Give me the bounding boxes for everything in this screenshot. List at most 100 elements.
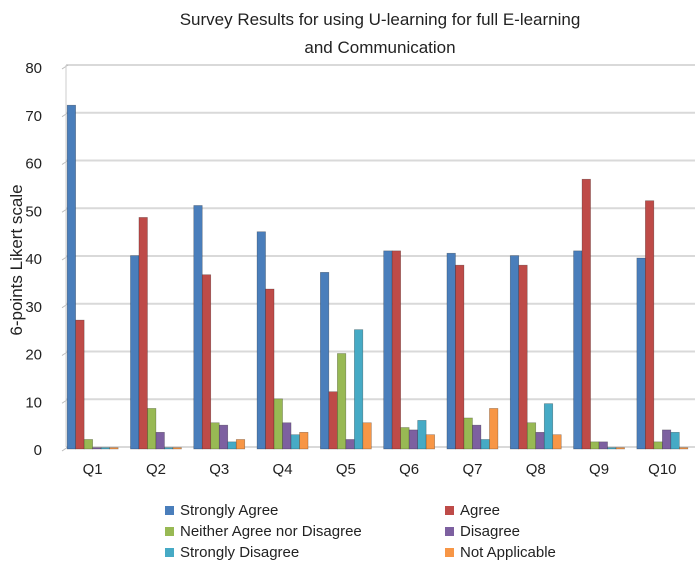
chart-title-line-1: Survey Results for using U-learning for … (180, 10, 581, 29)
bar-agree-q7 (455, 264, 465, 450)
bar-strongly-agree-q7 (446, 252, 456, 450)
bar-not-applicable-q7 (489, 408, 499, 450)
bar-not-applicable-q3 (235, 439, 246, 450)
y-tick-label: 30 (25, 299, 42, 316)
x-tick-label: Q10 (648, 461, 676, 478)
bar-agree-q9 (581, 178, 591, 450)
bar-strongly-agree-q1 (66, 104, 76, 450)
legend-label: Agree (460, 502, 500, 519)
bar-agree-q4 (265, 288, 275, 450)
legend-label: Not Applicable (460, 544, 556, 561)
bar-neither-agree-nor-disagree-q6 (400, 427, 410, 450)
bar-agree-q3 (201, 274, 212, 450)
y-tick-mark (61, 303, 69, 309)
y-tick-label: 40 (25, 251, 42, 268)
bar-not-applicable-q6 (425, 434, 435, 450)
legend-swatch (165, 548, 174, 557)
x-tick-label: Q5 (336, 461, 356, 478)
bar-strongly-agree-q2 (130, 255, 140, 450)
bar-strongly-agree-q4 (256, 231, 266, 450)
legend-swatch (445, 506, 454, 515)
y-tick-label: 70 (25, 108, 42, 125)
legend-label: Strongly Disagree (180, 544, 299, 561)
bar-disagree-q9 (598, 441, 608, 450)
bar-strongly-agree-q5 (320, 272, 330, 450)
y-tick-mark (61, 255, 69, 261)
y-tick-mark (61, 351, 69, 356)
bar-neither-agree-nor-disagree-q5 (337, 353, 347, 450)
x-tick-label: Q8 (526, 461, 546, 478)
bar-agree-q1 (75, 319, 85, 450)
y-tick-label: 60 (25, 156, 42, 173)
bar-disagree-q7 (472, 424, 482, 450)
bar-agree-q6 (391, 250, 401, 450)
bar-strongly-agree-q10 (636, 257, 646, 450)
bar-strongly-agree-q8 (509, 255, 520, 450)
legend-swatch (445, 548, 454, 557)
bar-not-applicable-q10 (679, 447, 689, 450)
bar-disagree-q5 (345, 439, 355, 450)
bar-disagree-q10 (662, 429, 672, 450)
y-axis-label: 6-points Likert scale (7, 184, 26, 335)
bar-strongly-disagree-q7 (480, 439, 490, 450)
bar-strongly-disagree-q3 (227, 441, 237, 450)
y-tick-mark (61, 398, 69, 404)
bar-disagree-q1 (92, 447, 102, 450)
bar-strongly-disagree-q6 (417, 420, 427, 450)
bar-disagree-q3 (218, 424, 229, 450)
bar-neither-agree-nor-disagree-q7 (463, 417, 473, 450)
bar-neither-agree-nor-disagree-q2 (147, 408, 157, 450)
y-tick-label: 80 (25, 60, 42, 77)
x-tick-label: Q3 (209, 461, 229, 478)
legend-label: Strongly Agree (180, 502, 278, 519)
y-tick-mark (61, 160, 69, 165)
y-tick-label: 20 (25, 347, 42, 364)
x-tick-label: Q9 (589, 461, 609, 478)
bar-strongly-agree-q9 (573, 250, 583, 450)
legend-label: Disagree (460, 523, 520, 540)
x-tick-label: Q2 (146, 461, 166, 478)
bar-strongly-agree-q3 (193, 205, 203, 450)
bar-not-applicable-q9 (615, 447, 625, 450)
bar-neither-agree-nor-disagree-q1 (83, 439, 93, 450)
bar-not-applicable-q4 (299, 431, 309, 450)
x-tick-label: Q4 (273, 461, 293, 478)
bar-agree-q10 (645, 200, 655, 450)
legend-label: Neither Agree nor Disagree (180, 523, 362, 540)
bar-disagree-q6 (408, 429, 418, 450)
legend-swatch (445, 527, 454, 536)
legend-swatch (165, 527, 174, 536)
bar-not-applicable-q1 (109, 447, 119, 450)
y-tick-label: 50 (25, 203, 42, 220)
bar-strongly-agree-q6 (383, 250, 393, 450)
bar-strongly-disagree-q9 (607, 447, 617, 450)
bar-neither-agree-nor-disagree-q9 (590, 441, 600, 450)
bar-strongly-disagree-q5 (354, 329, 364, 450)
y-tick-label: 0 (34, 442, 42, 459)
bar-disagree-q8 (535, 431, 545, 450)
bar-agree-q2 (138, 217, 148, 450)
bar-agree-q5 (328, 391, 338, 450)
bar-agree-q8 (518, 264, 528, 450)
y-tick-mark (61, 112, 69, 118)
y-tick-mark (61, 64, 69, 70)
y-tick-mark (61, 207, 69, 213)
y-tick-label: 10 (25, 394, 42, 411)
x-tick-label: Q7 (462, 461, 482, 478)
bar-strongly-disagree-q2 (164, 447, 174, 450)
bar-neither-agree-nor-disagree-q3 (210, 422, 220, 450)
chart-title-line-2: and Communication (304, 38, 455, 57)
bar-strongly-disagree-q1 (100, 447, 110, 450)
bar-strongly-disagree-q4 (290, 434, 300, 450)
bar-neither-agree-nor-disagree-q10 (653, 441, 663, 450)
legend-swatch (165, 506, 174, 515)
x-tick-label: Q1 (83, 461, 103, 478)
x-tick-label: Q6 (399, 461, 419, 478)
bar-neither-agree-nor-disagree-q8 (526, 422, 537, 450)
bar-disagree-q4 (282, 422, 292, 450)
y-tick-mark (61, 446, 69, 452)
bar-not-applicable-q8 (552, 434, 562, 450)
bar-not-applicable-q5 (362, 422, 372, 450)
